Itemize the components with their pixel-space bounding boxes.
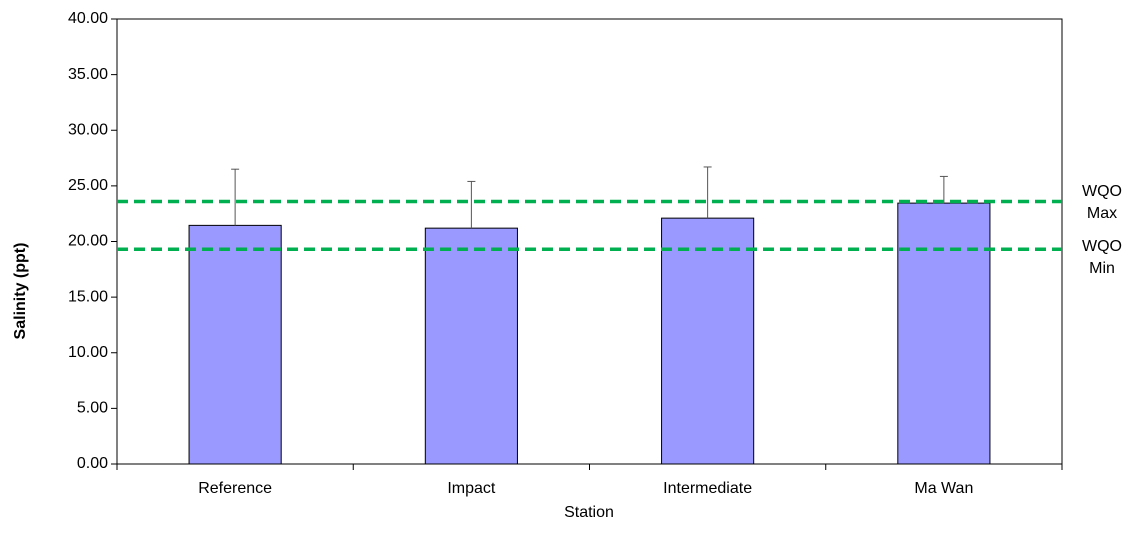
y-tick-label: 15.00 [68, 288, 108, 305]
y-tick-label: 20.00 [68, 233, 108, 250]
reference-line-label: Max [1087, 205, 1117, 222]
x-axis-title: Station [564, 504, 614, 521]
x-tick-label: Impact [447, 480, 496, 497]
y-axis-title: Salinity (ppt) [12, 243, 29, 340]
x-tick-label: Intermediate [663, 480, 752, 497]
bar-intermediate [661, 217, 755, 465]
y-tick-label: 25.00 [68, 177, 108, 194]
bar-ma-wan [897, 202, 991, 465]
y-tick-label: 30.00 [68, 121, 108, 138]
y-tick-label: 10.00 [68, 344, 108, 361]
y-tick-label: 5.00 [77, 400, 108, 417]
bar-impact [424, 227, 518, 465]
x-tick-label: Reference [198, 480, 272, 497]
reference-line-label: Min [1089, 260, 1115, 277]
y-tick-label: 35.00 [68, 66, 108, 83]
reference-line-label: WQO [1082, 183, 1122, 200]
x-tick-label: Ma Wan [914, 480, 973, 497]
y-tick-label: 0.00 [77, 455, 108, 472]
reference-line-label: WQO [1082, 238, 1122, 255]
bar-reference [188, 224, 282, 465]
y-tick-label: 40.00 [68, 10, 108, 27]
